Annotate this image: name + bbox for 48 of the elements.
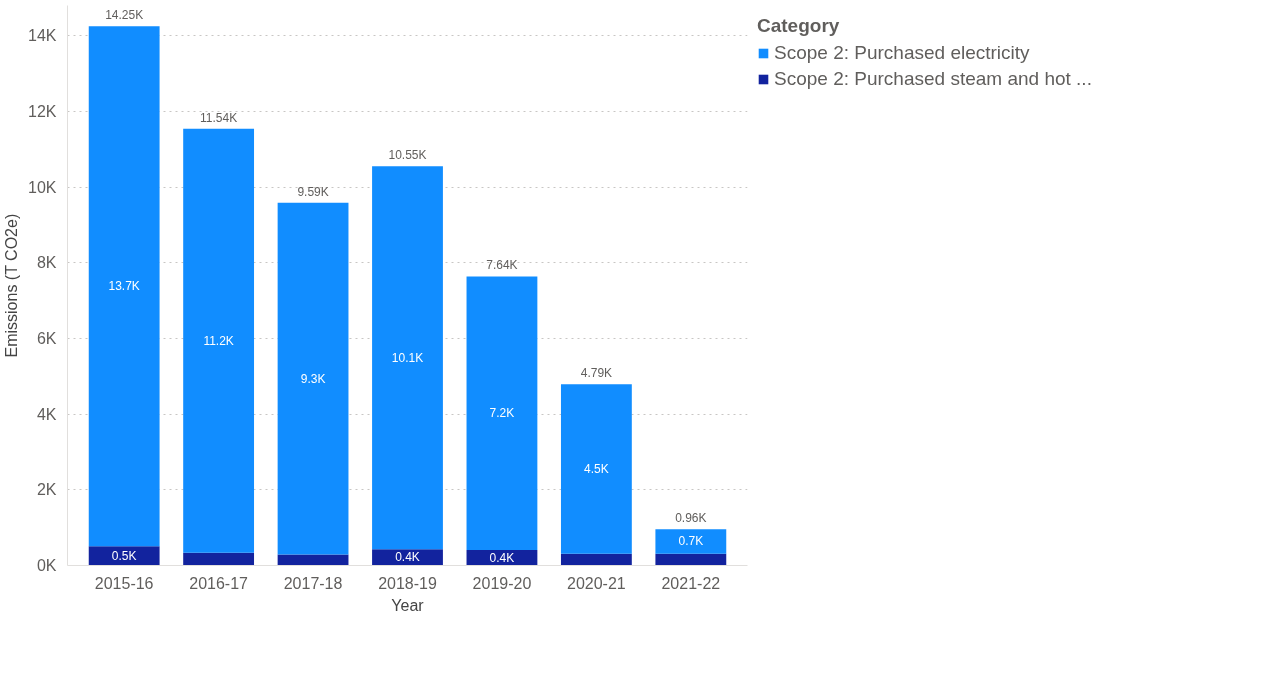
x-tick-label: 2015-16 bbox=[94, 574, 154, 592]
data-label: 11.2K bbox=[203, 333, 234, 348]
data-label: 0.4K bbox=[395, 550, 420, 565]
y-tick-label: 4K bbox=[36, 405, 57, 423]
bar bbox=[277, 554, 349, 566]
y-tick-label: 0K bbox=[36, 557, 57, 574]
legend-label: Scope 2: Purchased steam and hot ... bbox=[774, 68, 1092, 90]
total-label: 11.54K bbox=[200, 110, 238, 125]
data-label: 9.3K bbox=[300, 371, 326, 386]
data-label: 13.7K bbox=[108, 279, 140, 294]
y-tick-label: 8K bbox=[36, 254, 57, 272]
x-tick-label: 2018-19 bbox=[378, 574, 437, 592]
data-label: 10.1K bbox=[391, 350, 424, 365]
y-tick-label: 14K bbox=[28, 27, 57, 45]
bar bbox=[372, 166, 443, 550]
legend-label: Scope 2: Purchased electricity bbox=[774, 42, 1030, 64]
data-label: 0.7K bbox=[678, 534, 704, 549]
y-tick-label: 10K bbox=[28, 178, 57, 196]
x-tick-label: 2017-18 bbox=[283, 574, 343, 592]
y-tick-label: 6K bbox=[36, 329, 57, 347]
data-label: 0.4K bbox=[489, 550, 515, 565]
bar bbox=[183, 552, 255, 566]
y-axis-title: Emissions (T CO2e) bbox=[3, 213, 21, 358]
total-label: 0.96K bbox=[675, 511, 707, 526]
x-tick-label: 2016-17 bbox=[189, 574, 249, 592]
bar bbox=[560, 384, 632, 554]
bar bbox=[277, 202, 349, 555]
bar bbox=[560, 553, 632, 566]
x-tick-label: 2021-22 bbox=[661, 574, 721, 592]
data-label: 7.2K bbox=[489, 406, 515, 421]
bar bbox=[655, 529, 727, 554]
y-tick-label: 12K bbox=[28, 102, 57, 120]
x-tick-label: 2020-21 bbox=[567, 574, 626, 592]
bar bbox=[183, 128, 255, 553]
data-label: 4.5K bbox=[584, 462, 609, 477]
x-tick-label: 2019-20 bbox=[472, 574, 532, 592]
bar bbox=[466, 276, 538, 550]
y-tick-label: 2K bbox=[36, 481, 57, 499]
data-label: 0.5K bbox=[111, 548, 137, 563]
bar bbox=[655, 553, 727, 566]
bar bbox=[88, 26, 160, 547]
total-label: 9.59K bbox=[297, 184, 329, 199]
total-label: 4.79K bbox=[580, 366, 613, 381]
x-axis-title: Year bbox=[391, 596, 425, 614]
total-label: 7.64K bbox=[486, 258, 518, 273]
total-label: 14.25K bbox=[105, 8, 144, 23]
total-label: 10.55K bbox=[388, 148, 427, 163]
legend-title: Category bbox=[757, 15, 841, 37]
